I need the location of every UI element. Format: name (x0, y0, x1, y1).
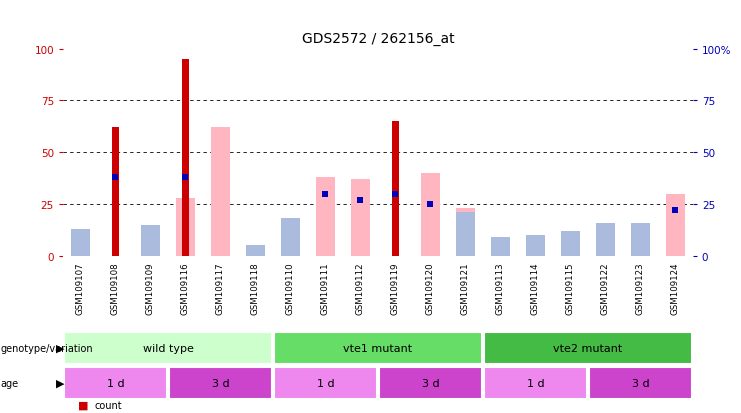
Bar (176, 198, 195, 256)
Bar (211, 128, 230, 256)
Text: ■: ■ (78, 400, 88, 410)
Title: GDS2572 / 262156_at: GDS2572 / 262156_at (302, 32, 454, 46)
Text: vte1 mutant: vte1 mutant (343, 343, 413, 353)
Bar (71, 229, 90, 256)
Text: age: age (1, 378, 19, 388)
Bar (71, 242, 90, 256)
Bar (281, 219, 300, 256)
Text: 3 d: 3 d (422, 378, 439, 388)
Text: 3 d: 3 d (631, 378, 649, 388)
Bar (350, 180, 370, 256)
Bar (484, 367, 587, 399)
Text: GSM109122: GSM109122 (601, 262, 610, 315)
Bar (526, 240, 545, 256)
Bar (456, 209, 475, 256)
Bar (596, 229, 615, 256)
Text: 1 d: 1 d (316, 378, 334, 388)
Bar (246, 246, 265, 256)
Bar (631, 223, 650, 256)
Bar (316, 178, 335, 256)
Bar (141, 237, 160, 256)
Text: GSM109115: GSM109115 (566, 262, 575, 315)
Text: GSM109111: GSM109111 (321, 262, 330, 315)
Text: GSM109114: GSM109114 (531, 262, 540, 315)
Text: genotype/variation: genotype/variation (1, 343, 93, 353)
Text: GSM109118: GSM109118 (251, 262, 260, 315)
Bar (64, 332, 272, 364)
Bar (596, 223, 615, 256)
Bar (392, 122, 399, 256)
Text: ▶: ▶ (56, 378, 64, 388)
Text: GSM109120: GSM109120 (426, 262, 435, 315)
Text: count: count (94, 400, 122, 410)
Text: GSM109110: GSM109110 (286, 262, 295, 315)
Bar (274, 367, 377, 399)
Bar (274, 332, 482, 364)
Text: vte2 mutant: vte2 mutant (554, 343, 622, 353)
Bar (113, 128, 119, 256)
Bar (141, 225, 160, 256)
Text: GSM109117: GSM109117 (216, 262, 225, 315)
Bar (64, 367, 167, 399)
Bar (561, 235, 580, 256)
Text: wild type: wild type (142, 343, 193, 353)
Bar (182, 60, 189, 256)
Text: GSM109123: GSM109123 (636, 262, 645, 315)
Bar (491, 246, 510, 256)
Bar (491, 237, 510, 256)
Text: GSM109112: GSM109112 (356, 262, 365, 315)
Text: GSM109119: GSM109119 (391, 262, 400, 314)
Text: GSM109108: GSM109108 (111, 262, 120, 315)
Bar (456, 213, 475, 256)
Text: GSM109113: GSM109113 (496, 262, 505, 315)
Bar (561, 231, 580, 256)
Bar (246, 250, 265, 256)
Bar (665, 194, 685, 256)
Text: GSM109107: GSM109107 (76, 262, 85, 315)
Bar (526, 235, 545, 256)
Text: 1 d: 1 d (527, 378, 544, 388)
Text: GSM109109: GSM109109 (146, 262, 155, 314)
Text: GSM109116: GSM109116 (181, 262, 190, 315)
Text: ▶: ▶ (56, 343, 64, 353)
Bar (169, 367, 272, 399)
Text: GSM109121: GSM109121 (461, 262, 470, 315)
Bar (631, 223, 650, 256)
Bar (379, 367, 482, 399)
Text: 1 d: 1 d (107, 378, 124, 388)
Bar (484, 332, 692, 364)
Bar (589, 367, 692, 399)
Bar (421, 173, 440, 256)
Text: GSM109124: GSM109124 (671, 262, 679, 315)
Text: 3 d: 3 d (212, 378, 229, 388)
